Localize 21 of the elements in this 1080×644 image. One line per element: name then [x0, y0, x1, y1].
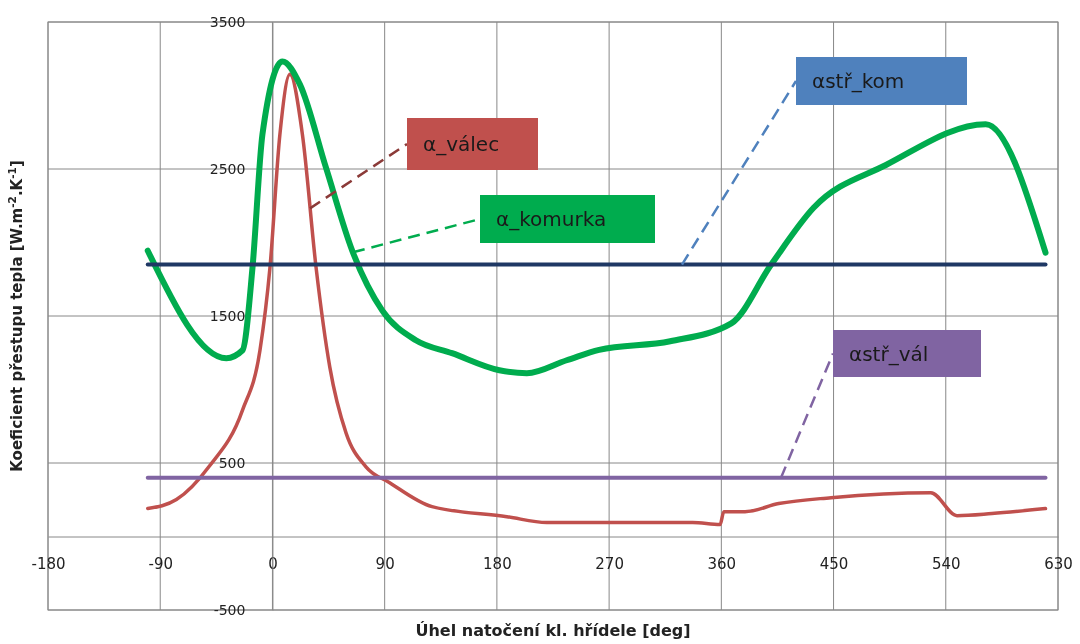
x-tick-label: 180: [483, 555, 512, 574]
text: α_komurka: [496, 207, 607, 231]
x-tick-label: -90: [148, 555, 173, 574]
x-tick-label: 450: [819, 555, 849, 574]
x-tick-label: 540: [931, 555, 961, 574]
line-series: [146, 72, 1048, 527]
y-tick-label: 2500: [209, 160, 246, 177]
x-axis-title: Úhel natočení kl. hřídele [deg]: [415, 621, 691, 640]
text: αstř_kom: [812, 69, 905, 93]
x-tick-label: -180: [31, 555, 66, 574]
text: αstř_vál: [849, 341, 929, 366]
x-tick-label: 270: [595, 555, 624, 574]
x-tick-label: 360: [707, 555, 737, 574]
y-tick-label: 3500: [209, 13, 246, 30]
text: α_válec: [423, 132, 500, 156]
y-tick-label: -500: [213, 601, 246, 618]
y-tick-label: 1500: [209, 307, 246, 324]
y-tick-label: 500: [218, 454, 246, 471]
x-tick-label: 90: [375, 555, 395, 574]
x-tick-label: 630: [1044, 555, 1073, 574]
x-tick-label: 0: [268, 555, 278, 574]
